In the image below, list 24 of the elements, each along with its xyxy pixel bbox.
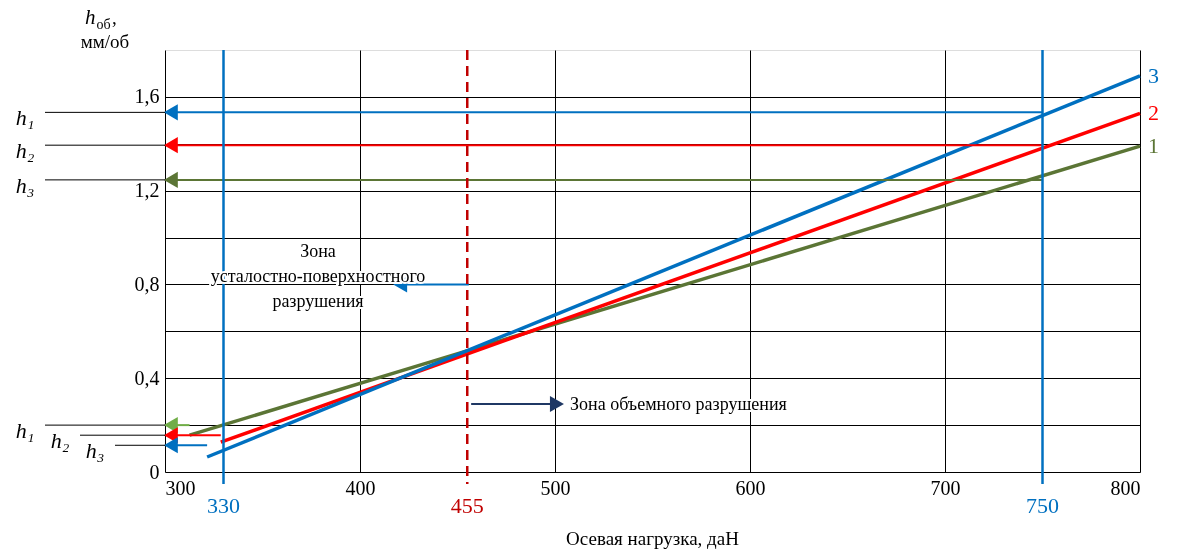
y-tick-label: 0,4	[134, 366, 160, 389]
x-tick-label: 800	[1110, 476, 1141, 499]
text: h₃	[85, 438, 105, 464]
text: h₁	[15, 418, 35, 444]
x-axis-title: Осевая нагрузка, даН	[566, 528, 740, 549]
series-label: 1	[1148, 133, 1159, 159]
y-tick-label: 0,8	[134, 272, 160, 295]
text: h₃	[15, 172, 35, 198]
ref-line-label: 750	[1026, 493, 1059, 518]
ref-line-label: 330	[207, 493, 240, 518]
ref-line-label: 455	[450, 493, 484, 518]
x-tick-label: 500	[540, 476, 571, 499]
y-tick-label: 0	[149, 460, 160, 483]
series-label: 2	[1148, 100, 1159, 126]
x-tick-label: 600	[735, 476, 766, 499]
text: h₂	[50, 428, 70, 454]
x-tick-label: 400	[345, 476, 376, 499]
y-tick-label: 1,2	[134, 179, 160, 202]
x-tick-label: 300	[165, 476, 196, 499]
y-tick-label: 1,6	[134, 85, 160, 108]
text: h₁	[15, 105, 35, 131]
series-label: 3	[1148, 62, 1159, 88]
x-tick-label: 700	[930, 476, 961, 499]
text: h₂	[15, 138, 35, 164]
